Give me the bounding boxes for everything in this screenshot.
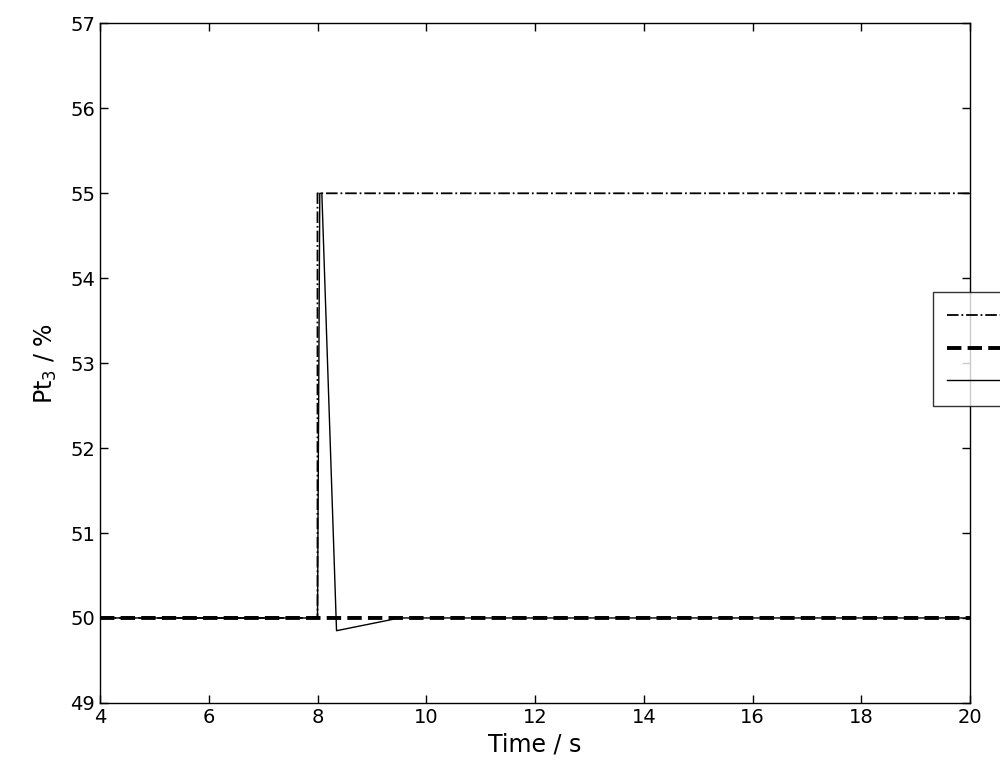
measurement xyxy=(440,189,452,198)
correction xyxy=(331,626,343,636)
actual output xyxy=(839,613,851,622)
actual output xyxy=(627,613,639,622)
actual output xyxy=(164,613,176,622)
measurement xyxy=(964,189,976,198)
actual output xyxy=(964,613,976,622)
correction xyxy=(94,613,106,622)
Y-axis label: Pt$_3$ / %: Pt$_3$ / % xyxy=(33,323,59,404)
measurement xyxy=(720,189,732,198)
correction xyxy=(491,613,503,622)
correction xyxy=(964,613,976,622)
measurement xyxy=(398,189,410,198)
actual output xyxy=(680,613,692,622)
correction xyxy=(314,189,326,198)
measurement xyxy=(946,189,958,198)
measurement xyxy=(883,189,895,198)
correction xyxy=(839,613,851,622)
Line: measurement: measurement xyxy=(100,194,970,618)
correction xyxy=(164,613,176,622)
correction xyxy=(628,613,640,622)
actual output xyxy=(491,613,503,622)
measurement xyxy=(312,189,324,198)
Line: correction: correction xyxy=(100,194,970,631)
measurement xyxy=(94,613,106,622)
correction xyxy=(175,613,187,622)
X-axis label: Time / s: Time / s xyxy=(488,733,582,756)
actual output xyxy=(175,613,187,622)
correction xyxy=(680,613,692,622)
Legend: measurement, actual output, correction: measurement, actual output, correction xyxy=(933,292,1000,406)
measurement xyxy=(940,189,952,198)
actual output xyxy=(94,613,106,622)
